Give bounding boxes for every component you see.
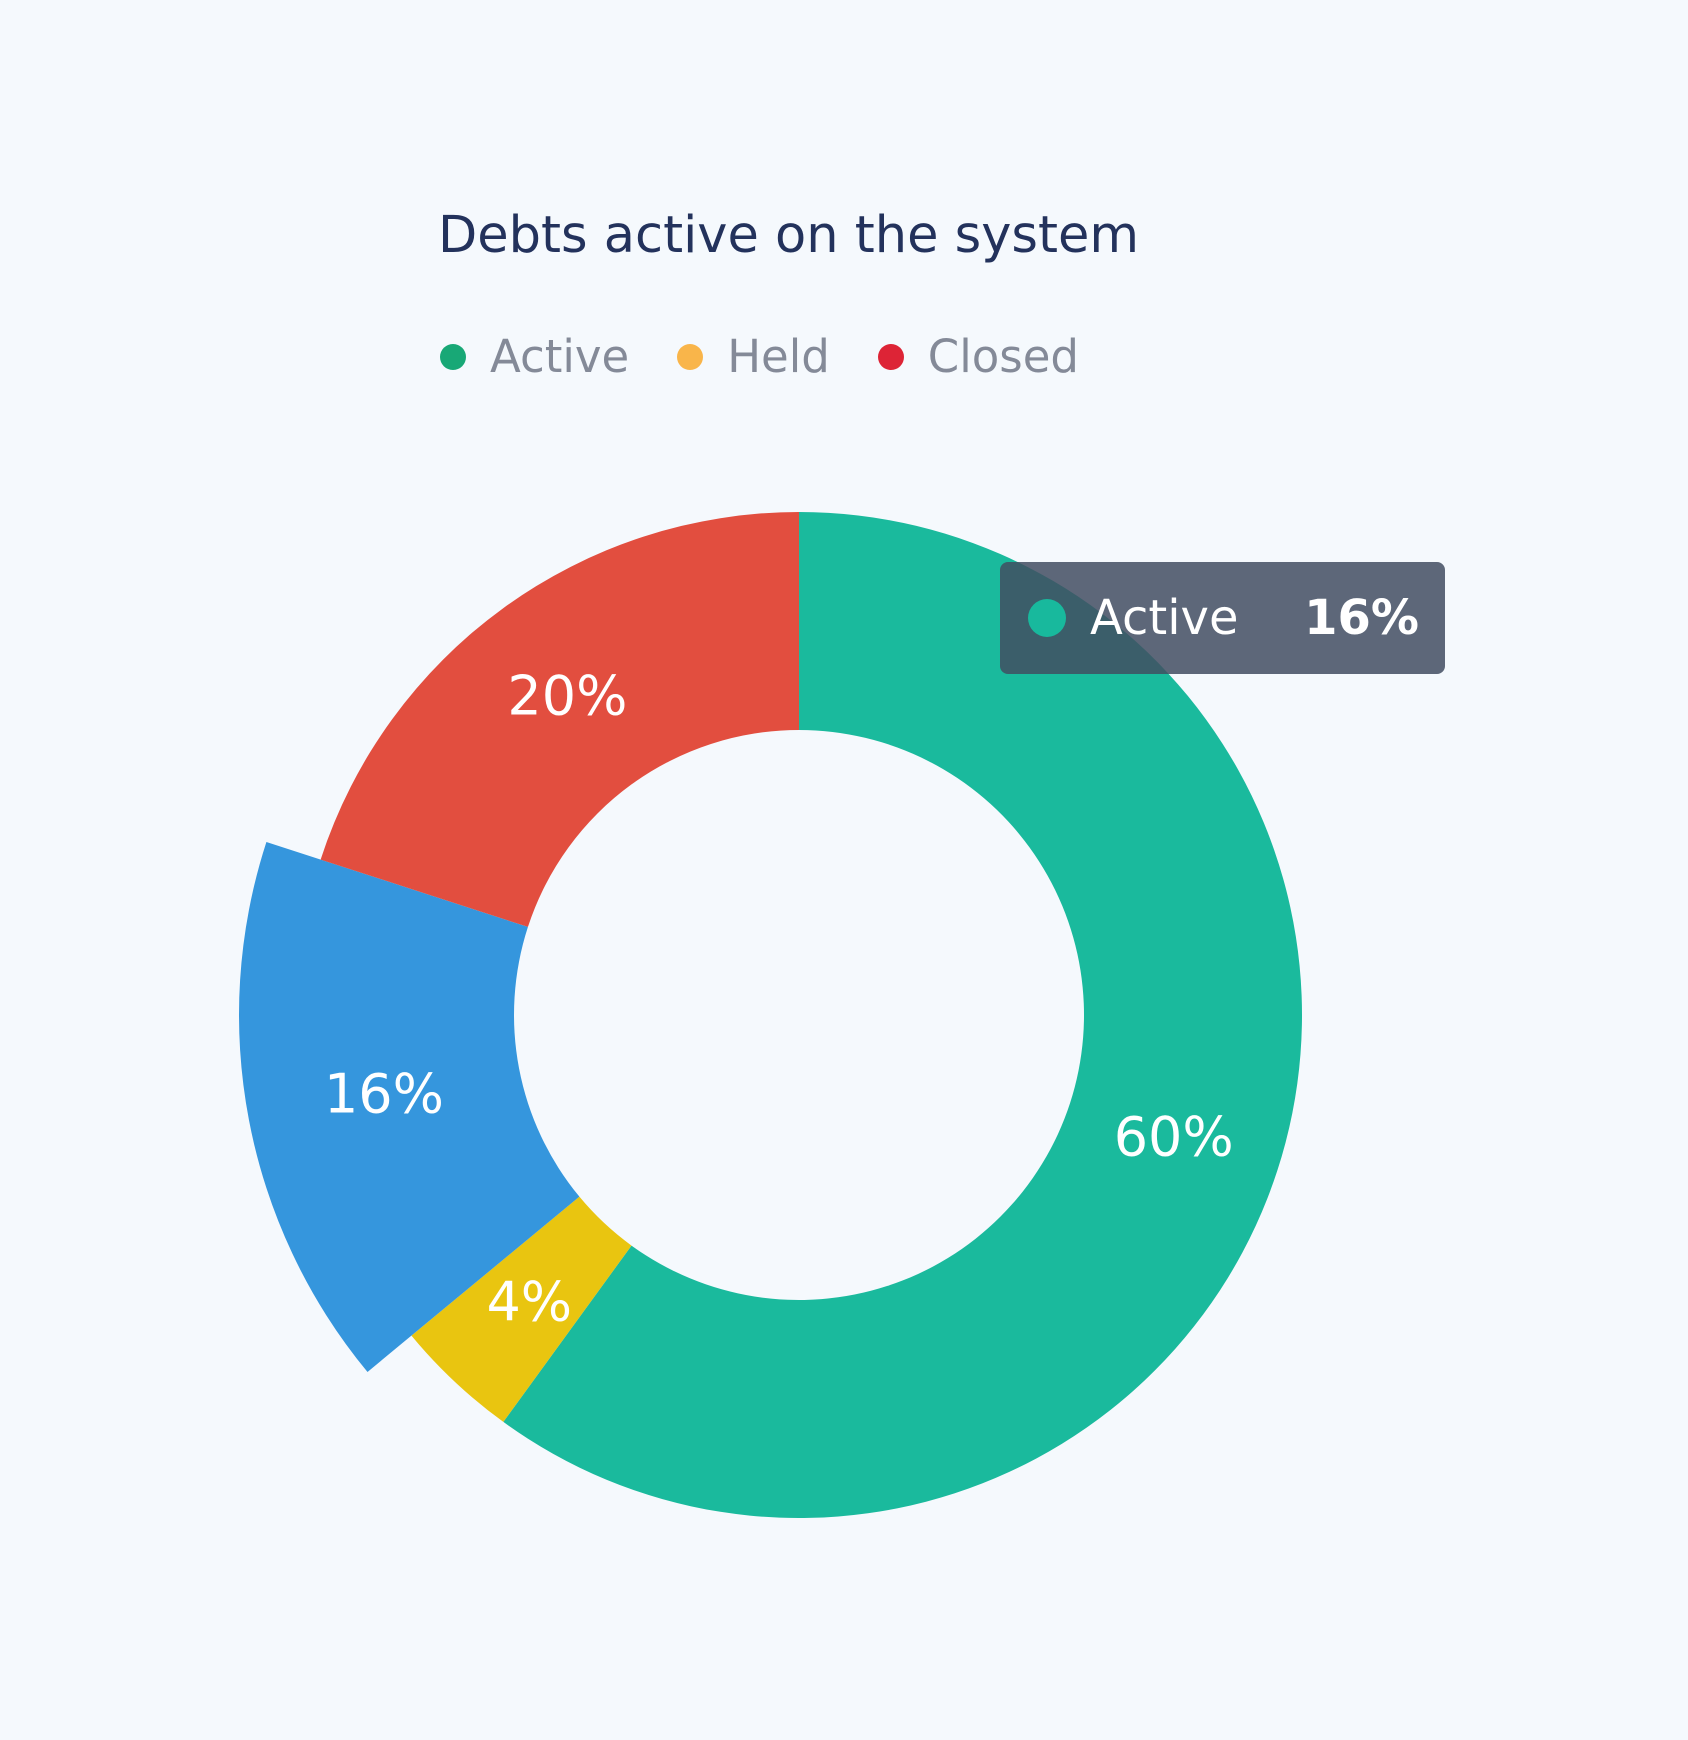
legend-item-active[interactable]: Active bbox=[440, 330, 629, 383]
chart-title: Debts active on the system bbox=[438, 206, 1140, 265]
tooltip-swatch bbox=[1028, 599, 1066, 637]
chart-tooltip: Active 16% bbox=[1000, 562, 1445, 674]
donut-slice-16[interactable] bbox=[238, 841, 580, 1372]
tooltip-value: 16% bbox=[1304, 590, 1419, 646]
legend-item-closed[interactable]: Closed bbox=[877, 330, 1079, 383]
legend-swatch-active bbox=[440, 343, 466, 370]
legend-item-held[interactable]: Held bbox=[677, 330, 830, 383]
donut-slice-20[interactable] bbox=[320, 512, 799, 927]
legend-label-active: Active bbox=[490, 330, 630, 383]
chart-legend: Active Held Closed bbox=[440, 330, 1127, 383]
donut-slice-4[interactable] bbox=[411, 1196, 632, 1422]
donut-slice-60[interactable] bbox=[503, 512, 1303, 1518]
legend-label-held: Held bbox=[727, 330, 830, 383]
legend-label-closed: Closed bbox=[927, 330, 1079, 383]
slice-label-4: 4% bbox=[486, 1271, 572, 1334]
tooltip-label: Active bbox=[1090, 590, 1239, 646]
legend-swatch-held bbox=[677, 343, 704, 370]
slice-label-60: 60% bbox=[1114, 1105, 1234, 1168]
legend-swatch-closed bbox=[877, 343, 904, 370]
slice-label-20: 20% bbox=[507, 665, 627, 728]
slice-label-16: 16% bbox=[324, 1063, 444, 1126]
